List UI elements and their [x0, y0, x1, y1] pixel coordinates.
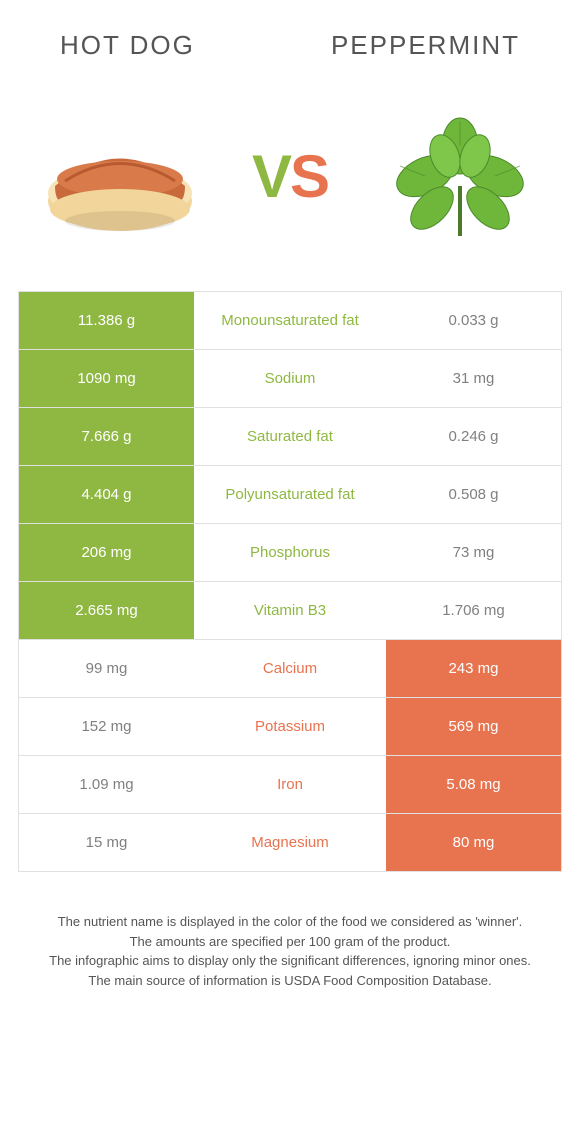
left-value: 99 mg	[19, 640, 194, 697]
table-row: 11.386 gMonounsaturated fat0.033 g	[18, 292, 562, 350]
nutrient-name: Saturated fat	[194, 408, 386, 465]
hero-row: VS	[0, 71, 580, 291]
table-row: 152 mgPotassium569 mg	[18, 698, 562, 756]
nutrient-name: Iron	[194, 756, 386, 813]
table-row: 4.404 gPolyunsaturated fat0.508 g	[18, 466, 562, 524]
table-row: 15 mgMagnesium80 mg	[18, 814, 562, 872]
left-value: 7.666 g	[19, 408, 194, 465]
left-value: 1.09 mg	[19, 756, 194, 813]
peppermint-image	[375, 91, 545, 261]
table-row: 1090 mgSodium31 mg	[18, 350, 562, 408]
nutrient-name: Calcium	[194, 640, 386, 697]
right-value: 73 mg	[386, 524, 561, 581]
right-value: 0.033 g	[386, 292, 561, 349]
right-value: 1.706 mg	[386, 582, 561, 639]
table-row: 7.666 gSaturated fat0.246 g	[18, 408, 562, 466]
right-value: 80 mg	[386, 814, 561, 871]
right-value: 31 mg	[386, 350, 561, 407]
left-value: 1090 mg	[19, 350, 194, 407]
table-row: 1.09 mgIron5.08 mg	[18, 756, 562, 814]
right-value: 5.08 mg	[386, 756, 561, 813]
nutrient-name: Polyunsaturated fat	[194, 466, 386, 523]
header: Hot dog Peppermint	[0, 0, 580, 71]
table-row: 2.665 mgVitamin B31.706 mg	[18, 582, 562, 640]
left-value: 4.404 g	[19, 466, 194, 523]
left-value: 2.665 mg	[19, 582, 194, 639]
nutrient-name: Phosphorus	[194, 524, 386, 581]
right-value: 569 mg	[386, 698, 561, 755]
right-value: 243 mg	[386, 640, 561, 697]
peppermint-icon	[375, 91, 545, 261]
nutrient-name: Vitamin B3	[194, 582, 386, 639]
table-row: 99 mgCalcium243 mg	[18, 640, 562, 698]
vs-s: S	[290, 143, 328, 210]
hot-dog-icon	[35, 91, 205, 261]
left-value: 11.386 g	[19, 292, 194, 349]
comparison-table: 11.386 gMonounsaturated fat0.033 g1090 m…	[18, 291, 562, 872]
left-value: 15 mg	[19, 814, 194, 871]
vs-v: V	[252, 143, 290, 210]
footer-notes: The nutrient name is displayed in the co…	[0, 872, 580, 1010]
footer-line-3: The infographic aims to display only the…	[30, 951, 550, 971]
footer-line-2: The amounts are specified per 100 gram o…	[30, 932, 550, 952]
vs-label: VS	[252, 142, 328, 211]
left-food-title: Hot dog	[60, 30, 195, 61]
left-value: 206 mg	[19, 524, 194, 581]
table-row: 206 mgPhosphorus73 mg	[18, 524, 562, 582]
right-value: 0.508 g	[386, 466, 561, 523]
footer-line-1: The nutrient name is displayed in the co…	[30, 912, 550, 932]
footer-line-4: The main source of information is USDA F…	[30, 971, 550, 991]
left-value: 152 mg	[19, 698, 194, 755]
nutrient-name: Magnesium	[194, 814, 386, 871]
right-food-title: Peppermint	[331, 30, 520, 61]
nutrient-name: Monounsaturated fat	[194, 292, 386, 349]
nutrient-name: Potassium	[194, 698, 386, 755]
right-value: 0.246 g	[386, 408, 561, 465]
nutrient-name: Sodium	[194, 350, 386, 407]
hot-dog-image	[35, 91, 205, 261]
